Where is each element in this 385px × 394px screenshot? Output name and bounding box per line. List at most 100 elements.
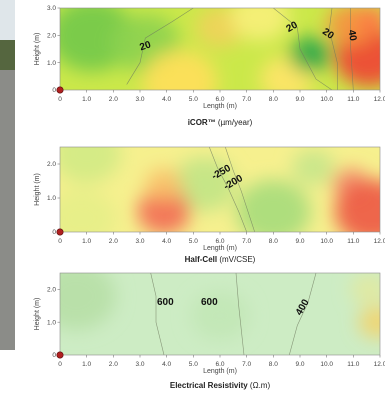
chart-title-name: Half-Cell [185, 255, 217, 264]
contour-line [328, 8, 338, 90]
x-axis-label: Length (m) [203, 245, 237, 252]
x-ticks: 0 1.0 2.0 3.0 4.0 5.0 6.0 7.0 8.0 9.0 10.0 11.0 12.0 [58, 355, 385, 368]
y-tick-label: 2.0 [47, 33, 56, 40]
contour-label: 20 [138, 39, 152, 53]
x-tick-label: 5.0 [189, 361, 198, 368]
y-ticks: 0 1.0 2.0 [47, 161, 60, 236]
site-photo [0, 0, 15, 350]
contour-label: 20 [285, 19, 301, 34]
x-ticks: 0 1.0 2.0 3.0 4.0 5.0 6.0 7.0 8.0 9.0 10.0 11.0 12.0 [58, 90, 385, 103]
x-tick-label: 3.0 [135, 238, 144, 245]
chart-title-name: iCOR™ [188, 118, 216, 127]
photo-trees [0, 40, 15, 70]
photo-sky [0, 0, 15, 40]
color-region [358, 306, 380, 339]
contour-label: 40 [345, 29, 358, 42]
chart-title: Electrical Resistivity (Ω.m) [170, 381, 271, 390]
contour-line [225, 147, 255, 232]
x-tick-label: 4.0 [162, 96, 171, 103]
color-field: -250-200 [60, 147, 380, 232]
x-tick-label: 5.0 [189, 238, 198, 245]
color-region [292, 149, 335, 186]
x-tick-label: 1.0 [82, 238, 91, 245]
origin-marker [56, 351, 64, 359]
y-tick-label: 0 [52, 352, 56, 359]
contour-label: 600 [201, 297, 218, 308]
x-tick-label: 2.0 [109, 238, 118, 245]
color-region [137, 188, 191, 232]
color-region [334, 179, 380, 232]
contour-line [209, 147, 247, 232]
color-field: 600 600 400 [60, 273, 380, 355]
color-region [145, 168, 183, 201]
x-tick-label: 11.0 [347, 238, 360, 245]
x-tick-label: 12.0 [374, 96, 385, 103]
contour-line [273, 8, 333, 90]
x-tick-label: 4.0 [162, 238, 171, 245]
x-tick-label: 10.0 [320, 238, 333, 245]
chart-title-unit: (Ω.m) [248, 381, 271, 390]
color-region [60, 188, 116, 232]
color-region [236, 179, 311, 232]
x-tick-label: 12.0 [374, 361, 385, 368]
x-tick-label: 7.0 [242, 96, 251, 103]
x-tick-label: 0 [58, 96, 62, 103]
x-tick-label: 11.0 [347, 361, 360, 368]
x-tick-label: 6.0 [215, 238, 224, 245]
origin-marker [56, 86, 64, 94]
chart-title-unit: (µm/year) [216, 118, 253, 127]
x-axis-label: Length (m) [203, 368, 237, 375]
color-region [230, 8, 290, 42]
color-region [60, 273, 116, 330]
color-region [142, 50, 218, 90]
y-tick-label: 1.0 [47, 319, 56, 326]
color-blobs [60, 273, 380, 341]
contour-line [126, 8, 194, 85]
x-tick-label: 12.0 [374, 238, 385, 245]
photo-ground [0, 70, 15, 350]
x-tick-label: 11.0 [347, 96, 360, 103]
y-tick-label: 1.0 [47, 195, 56, 202]
x-tick-label: 0 [58, 361, 62, 368]
x-tick-label: 8.0 [269, 238, 278, 245]
color-region [60, 147, 122, 184]
x-tick-label: 9.0 [295, 96, 304, 103]
x-tick-label: 7.0 [242, 361, 251, 368]
contour-line [150, 273, 165, 355]
x-tick-label: 0 [58, 238, 62, 245]
y-tick-label: 3.0 [47, 5, 56, 12]
x-tick-label: 10.0 [320, 96, 333, 103]
color-region [356, 8, 380, 33]
y-axis-label: Height (m) [34, 173, 41, 206]
x-tick-label: 6.0 [215, 361, 224, 368]
y-axis-label: Height (m) [34, 33, 41, 66]
color-region [172, 157, 236, 212]
x-tick-label: 9.0 [295, 361, 304, 368]
chart-title-name: Electrical Resistivity [170, 381, 248, 390]
chart-2: -250-200 0 1.0 2.0 3.0 4.0 5.0 6.0 7.0 8.0 9.0 10.0… [34, 146, 385, 264]
x-axis-label: Length (m) [203, 103, 237, 110]
x-tick-label: 1.0 [82, 361, 91, 368]
color-region [350, 273, 380, 306]
color-blobs [60, 8, 380, 90]
y-ticks: 0 1.0 2.0 3.0 [47, 5, 60, 94]
y-tick-label: 0 [52, 87, 56, 94]
contour-line [235, 273, 245, 355]
x-tick-label: 6.0 [215, 96, 224, 103]
x-tick-label: 4.0 [162, 361, 171, 368]
y-tick-label: 2.0 [47, 161, 56, 168]
x-tick-label: 8.0 [269, 361, 278, 368]
x-tick-label: 2.0 [109, 361, 118, 368]
x-ticks: 0 1.0 2.0 3.0 4.0 5.0 6.0 7.0 8.0 9.0 10.0 11.0 12.0 [58, 232, 385, 245]
x-tick-label: 10.0 [320, 361, 333, 368]
y-tick-label: 0 [52, 229, 56, 236]
x-tick-label: 8.0 [269, 96, 278, 103]
color-blobs [60, 147, 380, 232]
color-region [289, 36, 332, 73]
y-axis-label: Height (m) [34, 298, 41, 331]
contour-line [350, 8, 354, 90]
chart-title-unit: (mV/CSE) [217, 255, 256, 264]
x-tick-label: 3.0 [135, 96, 144, 103]
